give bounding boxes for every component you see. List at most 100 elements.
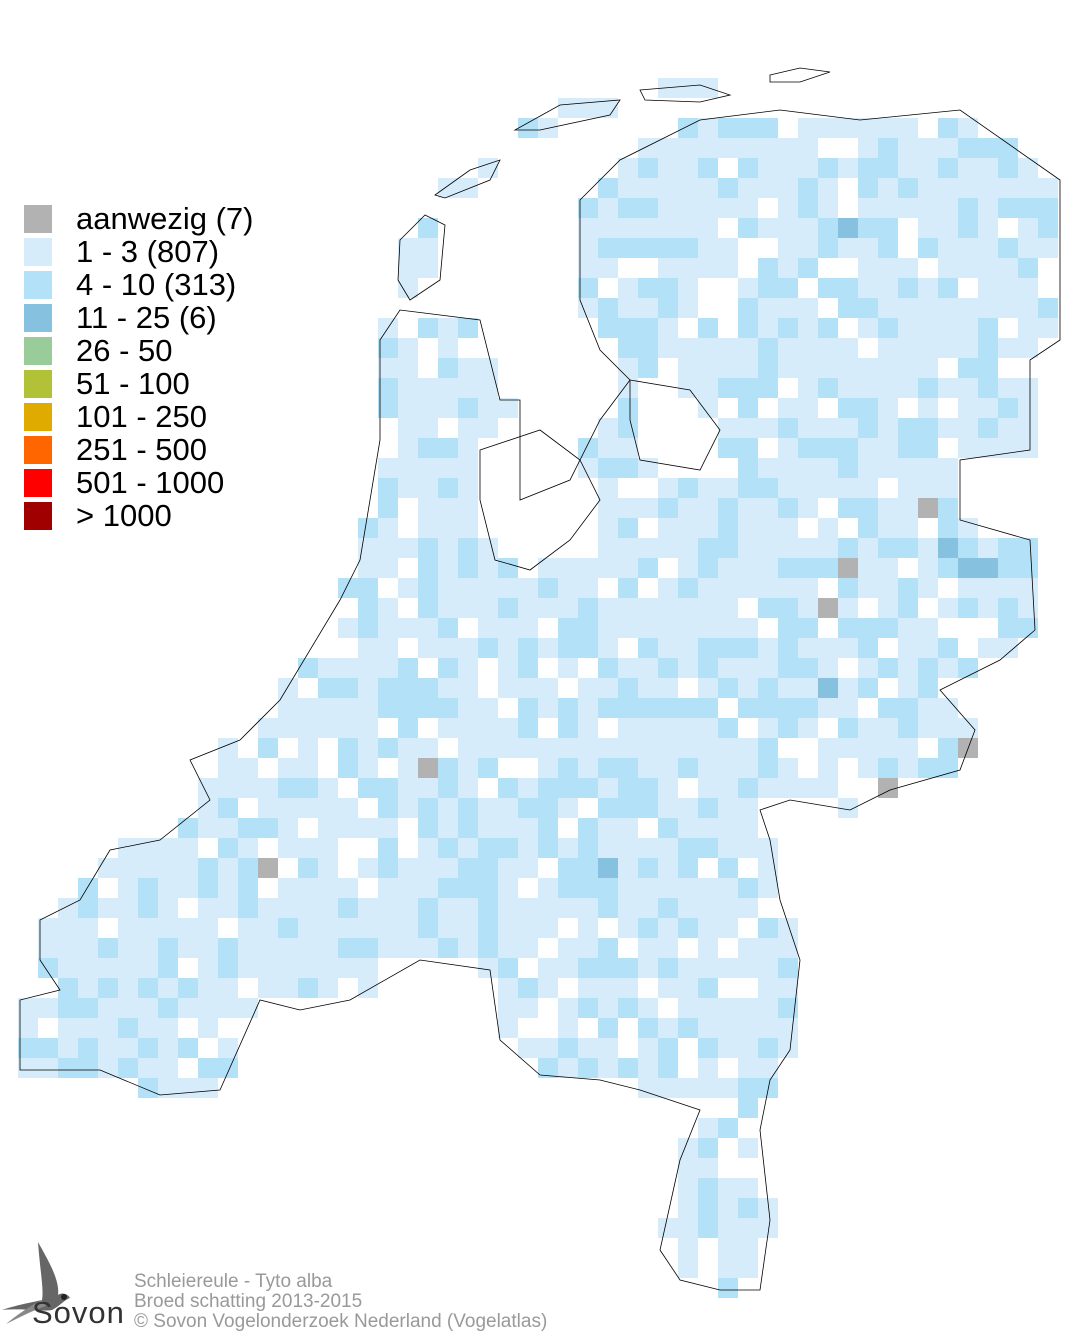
legend-item: aanwezig (7) bbox=[24, 202, 253, 235]
grid-cell bbox=[678, 258, 698, 278]
grid-cell bbox=[878, 558, 898, 578]
grid-cell bbox=[798, 778, 818, 798]
legend-label: 4 - 10 (313) bbox=[76, 267, 237, 302]
grid-cell bbox=[598, 538, 618, 558]
grid-cell bbox=[578, 858, 598, 878]
grid-cell bbox=[718, 638, 738, 658]
grid-cell bbox=[938, 458, 958, 478]
legend-item: > 1000 bbox=[24, 499, 253, 532]
grid-cell bbox=[858, 498, 878, 518]
grid-cell bbox=[998, 198, 1018, 218]
grid-cell bbox=[698, 978, 718, 998]
grid-cell bbox=[938, 158, 958, 178]
grid-cell bbox=[398, 378, 418, 398]
grid-cell bbox=[718, 798, 738, 818]
grid-cell bbox=[698, 1118, 718, 1138]
grid-cell bbox=[878, 178, 898, 198]
grid-cell bbox=[738, 1218, 758, 1238]
grid-cell bbox=[198, 878, 218, 898]
grid-cell bbox=[678, 358, 698, 378]
grid-cell bbox=[358, 618, 378, 638]
grid-cell bbox=[858, 618, 878, 638]
grid-cell bbox=[658, 278, 678, 298]
grid-cell bbox=[718, 678, 738, 698]
grid-cell bbox=[958, 138, 978, 158]
grid-cell bbox=[858, 758, 878, 778]
grid-cell bbox=[918, 398, 938, 418]
grid-cell bbox=[418, 738, 438, 758]
grid-cell bbox=[438, 758, 458, 778]
grid-cell bbox=[518, 838, 538, 858]
grid-cell bbox=[898, 338, 918, 358]
grid-cell bbox=[358, 858, 378, 878]
grid-cell bbox=[698, 218, 718, 238]
grid-cell bbox=[918, 378, 938, 398]
grid-cell bbox=[798, 558, 818, 578]
grid-cell bbox=[698, 518, 718, 538]
grid-cell bbox=[398, 578, 418, 598]
legend-swatch bbox=[24, 435, 52, 464]
grid-cell bbox=[458, 758, 478, 778]
grid-cell bbox=[818, 338, 838, 358]
grid-cell bbox=[398, 238, 418, 258]
grid-cell bbox=[498, 638, 518, 658]
grid-cell bbox=[458, 178, 478, 198]
grid-cell bbox=[98, 998, 118, 1018]
grid-cell bbox=[418, 778, 438, 798]
grid-cell bbox=[158, 1038, 178, 1058]
grid-cell bbox=[678, 1018, 698, 1038]
grid-cell bbox=[158, 898, 178, 918]
grid-cell bbox=[1018, 538, 1038, 558]
grid-cell bbox=[718, 838, 738, 858]
grid-cell bbox=[698, 898, 718, 918]
grid-cell bbox=[878, 598, 898, 618]
grid-cell bbox=[558, 1038, 578, 1058]
grid-cell bbox=[498, 1018, 518, 1038]
grid-cell bbox=[558, 998, 578, 1018]
grid-cell bbox=[778, 458, 798, 478]
grid-cell bbox=[38, 938, 58, 958]
grid-cell bbox=[678, 498, 698, 518]
grid-cell bbox=[998, 418, 1018, 438]
grid-cell bbox=[978, 398, 998, 418]
grid-cell bbox=[698, 138, 718, 158]
grid-cell bbox=[878, 718, 898, 738]
grid-cell bbox=[638, 138, 658, 158]
grid-cell bbox=[858, 578, 878, 598]
grid-cell bbox=[538, 598, 558, 618]
legend-label: 26 - 50 bbox=[76, 333, 173, 368]
grid-cell bbox=[738, 638, 758, 658]
grid-cell bbox=[798, 458, 818, 478]
grid-cell bbox=[898, 458, 918, 478]
grid-cell bbox=[498, 798, 518, 818]
grid-cell bbox=[438, 678, 458, 698]
grid-cell bbox=[438, 338, 458, 358]
grid-cell bbox=[758, 178, 778, 198]
grid-cell bbox=[798, 618, 818, 638]
grid-cell bbox=[838, 678, 858, 698]
survey-period: Broed schatting 2013-2015 bbox=[134, 1291, 363, 1312]
grid-cell bbox=[658, 898, 678, 918]
grid-cell bbox=[678, 978, 698, 998]
grid-cell bbox=[598, 318, 618, 338]
grid-cell bbox=[38, 918, 58, 938]
grid-cell bbox=[638, 1078, 658, 1098]
grid-cell bbox=[458, 378, 478, 398]
grid-cell bbox=[238, 758, 258, 778]
boundary-line bbox=[513, 99, 621, 131]
grid-cell bbox=[418, 398, 438, 418]
grid-cell bbox=[438, 858, 458, 878]
grid-cell bbox=[438, 778, 458, 798]
grid-cell bbox=[38, 998, 58, 1018]
grid-cell bbox=[538, 578, 558, 598]
grid-cell bbox=[778, 418, 798, 438]
grid-cell bbox=[318, 958, 338, 978]
grid-cell bbox=[558, 698, 578, 718]
grid-cell bbox=[478, 578, 498, 598]
grid-cell bbox=[198, 998, 218, 1018]
grid-cell bbox=[138, 1018, 158, 1038]
grid-cell bbox=[738, 678, 758, 698]
grid-cell bbox=[418, 858, 438, 878]
grid-cell bbox=[638, 918, 658, 938]
grid-cell bbox=[38, 1058, 58, 1078]
